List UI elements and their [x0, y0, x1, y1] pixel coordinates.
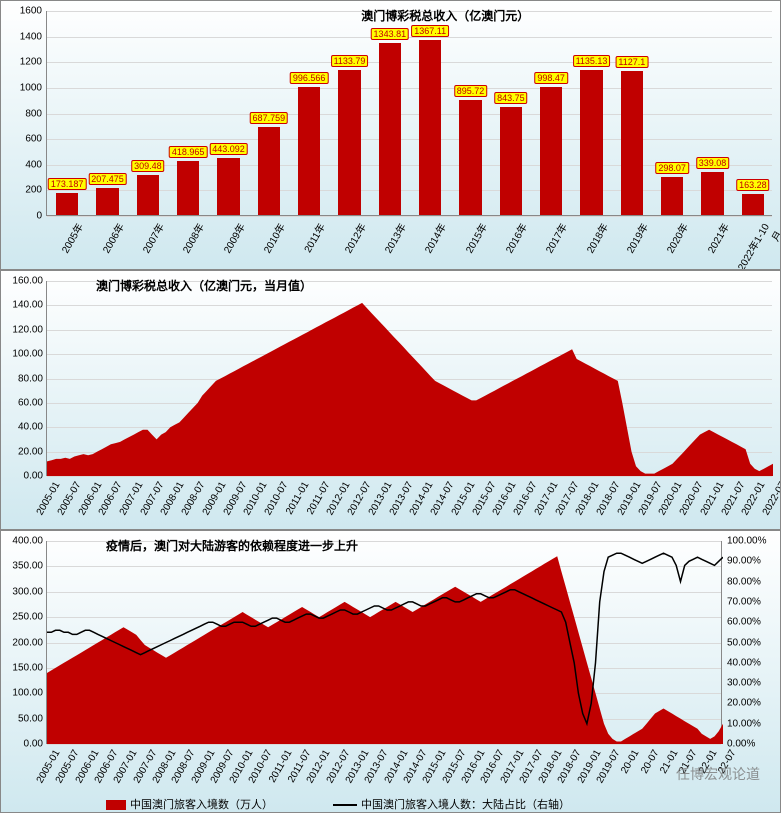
bar — [419, 40, 441, 215]
bar-value-label: 443.092 — [209, 143, 248, 155]
ytick: 20.00 — [5, 446, 43, 457]
bar-value-label: 895.72 — [454, 85, 488, 97]
ytick-right: 40.00% — [727, 657, 781, 668]
ytick: 1600 — [7, 6, 42, 17]
panel-annual-revenue: 02004006008001000120014001600173.1872005… — [0, 0, 781, 270]
bar — [661, 177, 683, 215]
legend-label-line: 中国澳门旅客入境人数：大陆占比（右轴） — [361, 799, 570, 811]
ytick-right: 100.00% — [727, 536, 781, 547]
bar — [621, 71, 643, 215]
monthly-revenue-area — [47, 303, 773, 476]
ytick-right: 10.00% — [727, 718, 781, 729]
ytick: 160.00 — [5, 276, 43, 287]
ytick-left: 300.00 — [5, 586, 43, 597]
ytick: 140.00 — [5, 300, 43, 311]
bar-value-label: 996.566 — [290, 72, 329, 84]
ytick: 400 — [7, 159, 42, 170]
bar — [701, 172, 723, 215]
ytick: 200 — [7, 185, 42, 196]
watermark: 任博宏观论道 — [676, 764, 760, 784]
ytick-right: 60.00% — [727, 617, 781, 628]
ytick-right: 50.00% — [727, 637, 781, 648]
ytick: 1200 — [7, 57, 42, 68]
bar — [379, 43, 401, 215]
ytick: 800 — [7, 108, 42, 119]
ytick: 600 — [7, 134, 42, 145]
bar-value-label: 1127.1 — [615, 56, 648, 68]
bar — [540, 87, 562, 215]
bar-value-label: 687.759 — [250, 112, 289, 124]
bar-value-label: 1135.13 — [573, 55, 611, 67]
bar — [96, 188, 118, 215]
ytick-right: 80.00% — [727, 576, 781, 587]
bar-value-label: 1367.11 — [411, 25, 449, 37]
ytick-right: 90.00% — [727, 556, 781, 567]
bar — [258, 127, 280, 215]
bar-value-label: 207.475 — [88, 173, 127, 185]
bar-value-label: 998.47 — [534, 72, 568, 84]
bar-value-label: 173.187 — [48, 178, 87, 190]
ytick-left: 50.00 — [5, 713, 43, 724]
ytick-left: 150.00 — [5, 662, 43, 673]
chart2-title: 澳门博彩税总收入（亿澳门元，当月值） — [96, 277, 312, 294]
chart1-title: 澳门博彩税总收入（亿澳门元） — [361, 7, 529, 24]
ytick: 1400 — [7, 31, 42, 42]
bar-value-label: 1133.79 — [331, 55, 369, 67]
ytick-right: 30.00% — [727, 678, 781, 689]
bar — [56, 193, 78, 215]
ytick-left: 350.00 — [5, 561, 43, 572]
ytick-left: 100.00 — [5, 688, 43, 699]
ytick-left: 200.00 — [5, 637, 43, 648]
ytick: 40.00 — [5, 422, 43, 433]
bar-value-label: 339.08 — [696, 157, 730, 169]
chart3-legend: 中国澳门旅客入境数（万人） 中国澳门旅客入境人数：大陆占比（右轴） — [106, 796, 570, 812]
ytick: 0.00 — [5, 471, 43, 482]
ytick: 60.00 — [5, 397, 43, 408]
ytick: 100.00 — [5, 349, 43, 360]
bar-value-label: 843.75 — [494, 92, 528, 104]
bar-value-label: 1343.81 — [371, 28, 410, 40]
ytick: 0 — [7, 211, 42, 222]
panel-monthly-revenue: 0.00 20.00 40.00 60.00 80.00 100.00 120.00 140.… — [0, 270, 781, 530]
bar — [459, 100, 481, 215]
legend-label-area: 中国澳门旅客入境数（万人） — [130, 799, 273, 811]
legend-swatch-line — [333, 804, 357, 806]
ytick: 80.00 — [5, 373, 43, 384]
bar — [742, 194, 764, 215]
ytick-right: 70.00% — [727, 596, 781, 607]
bar — [217, 158, 239, 215]
ytick-left: 400.00 — [5, 536, 43, 547]
bar — [298, 87, 320, 215]
chart3-title: 疫情后，澳门对大陆游客的依赖程度进一步上升 — [106, 537, 358, 554]
legend-swatch-area — [106, 800, 126, 810]
bar-value-label: 298.07 — [655, 162, 689, 174]
bar — [177, 161, 199, 215]
ytick-left: 250.00 — [5, 612, 43, 623]
bar — [580, 70, 602, 215]
ytick-left: 0.00 — [5, 739, 43, 750]
ytick: 120.00 — [5, 324, 43, 335]
ytick: 1000 — [7, 82, 42, 93]
bar-value-label: 163.28 — [736, 179, 770, 191]
bar-value-label: 418.965 — [169, 146, 208, 158]
bar — [500, 107, 522, 215]
bar — [137, 175, 159, 215]
bar — [338, 70, 360, 215]
ytick-right: 20.00% — [727, 698, 781, 709]
bar-value-label: 309.48 — [131, 160, 165, 172]
panel-visitors: 0.00 50.00 100.00 150.00 200.00 250.00 300.00 3… — [0, 530, 781, 813]
ytick-right: 0.00% — [727, 739, 781, 750]
